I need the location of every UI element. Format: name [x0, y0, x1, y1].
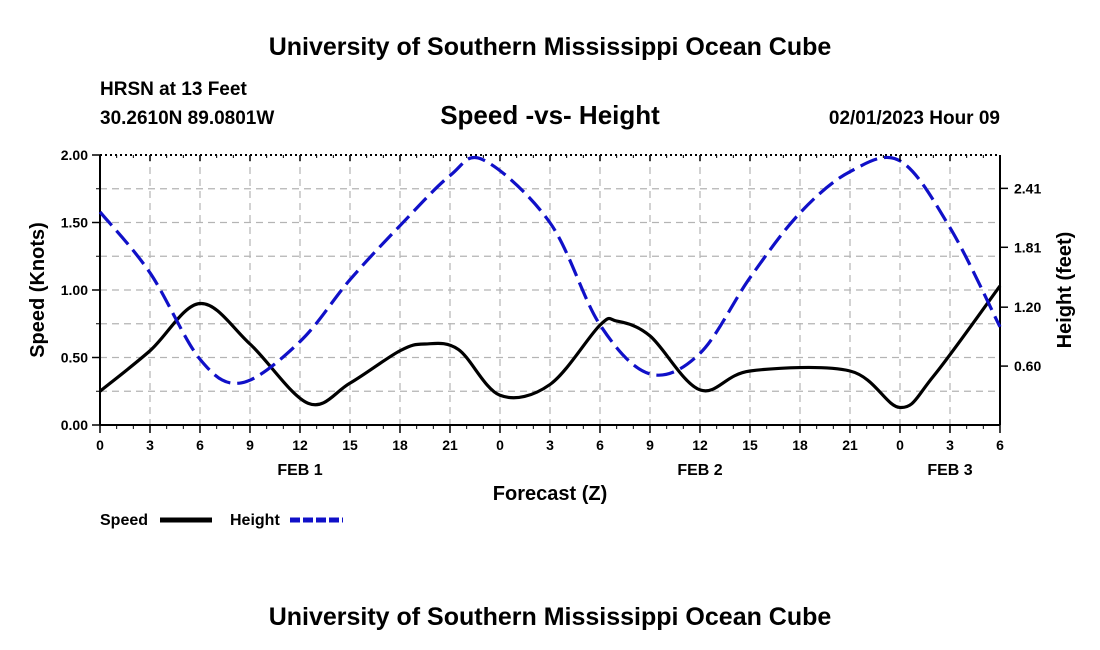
y-tick-label: 0.00	[61, 417, 88, 433]
x-tick-label: 0	[496, 437, 504, 453]
x-tick-label: 21	[442, 437, 458, 453]
x-tick-label: 15	[342, 437, 358, 453]
legend-height-label: Height	[230, 512, 280, 529]
series-line-height	[98, 155, 1002, 385]
y2-axis-label: Height (feet)	[1054, 232, 1076, 349]
y2-tick-label: 0.60	[1014, 358, 1041, 374]
x-tick-label: 18	[392, 437, 408, 453]
page-title: University of Southern Mississippi Ocean…	[269, 33, 832, 61]
x-tick-label: 3	[946, 437, 954, 453]
x-tick-label: 6	[596, 437, 604, 453]
x-tick-label: 0	[896, 437, 904, 453]
y-tick-label: 0.50	[61, 350, 88, 366]
legend-speed-label: Speed	[100, 512, 148, 529]
footer-title: University of Southern Mississippi Ocean…	[269, 603, 832, 631]
y-tick-label: 2.00	[61, 147, 88, 163]
legend: Speed Height	[100, 512, 343, 529]
x-tick-label: 0	[96, 437, 104, 453]
x-tick-label: 15	[742, 437, 758, 453]
series-layer	[98, 155, 1002, 410]
x-tick-label: 6	[996, 437, 1004, 453]
x-tick-label: 12	[692, 437, 708, 453]
x-tick-label: 3	[546, 437, 554, 453]
y-tick-label: 1.50	[61, 215, 88, 231]
chart-title: Speed -vs- Height	[440, 100, 660, 130]
y-axis-label: Speed (Knots)	[27, 222, 49, 358]
y-tick-label: 1.00	[61, 282, 88, 298]
y2-tick-label: 1.81	[1014, 239, 1041, 255]
x-tick-label: 12	[292, 437, 308, 453]
ticks: 0 3 6 9 12 15 18 21 0 3 6 9 12 15 18 21 0 3 6 FEB 1 FEB 2 FEB…	[61, 147, 1042, 479]
x-tick-label: 6	[196, 437, 204, 453]
x-tick-label: 18	[792, 437, 808, 453]
series-line-speed	[98, 285, 1002, 410]
date-label: FEB 1	[277, 462, 322, 479]
date-label: FEB 2	[677, 462, 722, 479]
station-coords: 30.2610N 89.0801W	[100, 108, 274, 129]
y2-tick-label: 2.41	[1014, 180, 1041, 196]
x-axis-label: Forecast (Z)	[493, 483, 607, 505]
forecast-timestamp: 02/01/2023 Hour 09	[829, 108, 1000, 129]
x-tick-label: 9	[646, 437, 654, 453]
x-tick-label: 3	[146, 437, 154, 453]
y2-tick-label: 1.20	[1014, 299, 1041, 315]
station-name: HRSN at 13 Feet	[100, 79, 247, 100]
x-tick-label: 21	[842, 437, 858, 453]
x-tick-label: 9	[246, 437, 254, 453]
date-label: FEB 3	[927, 462, 972, 479]
